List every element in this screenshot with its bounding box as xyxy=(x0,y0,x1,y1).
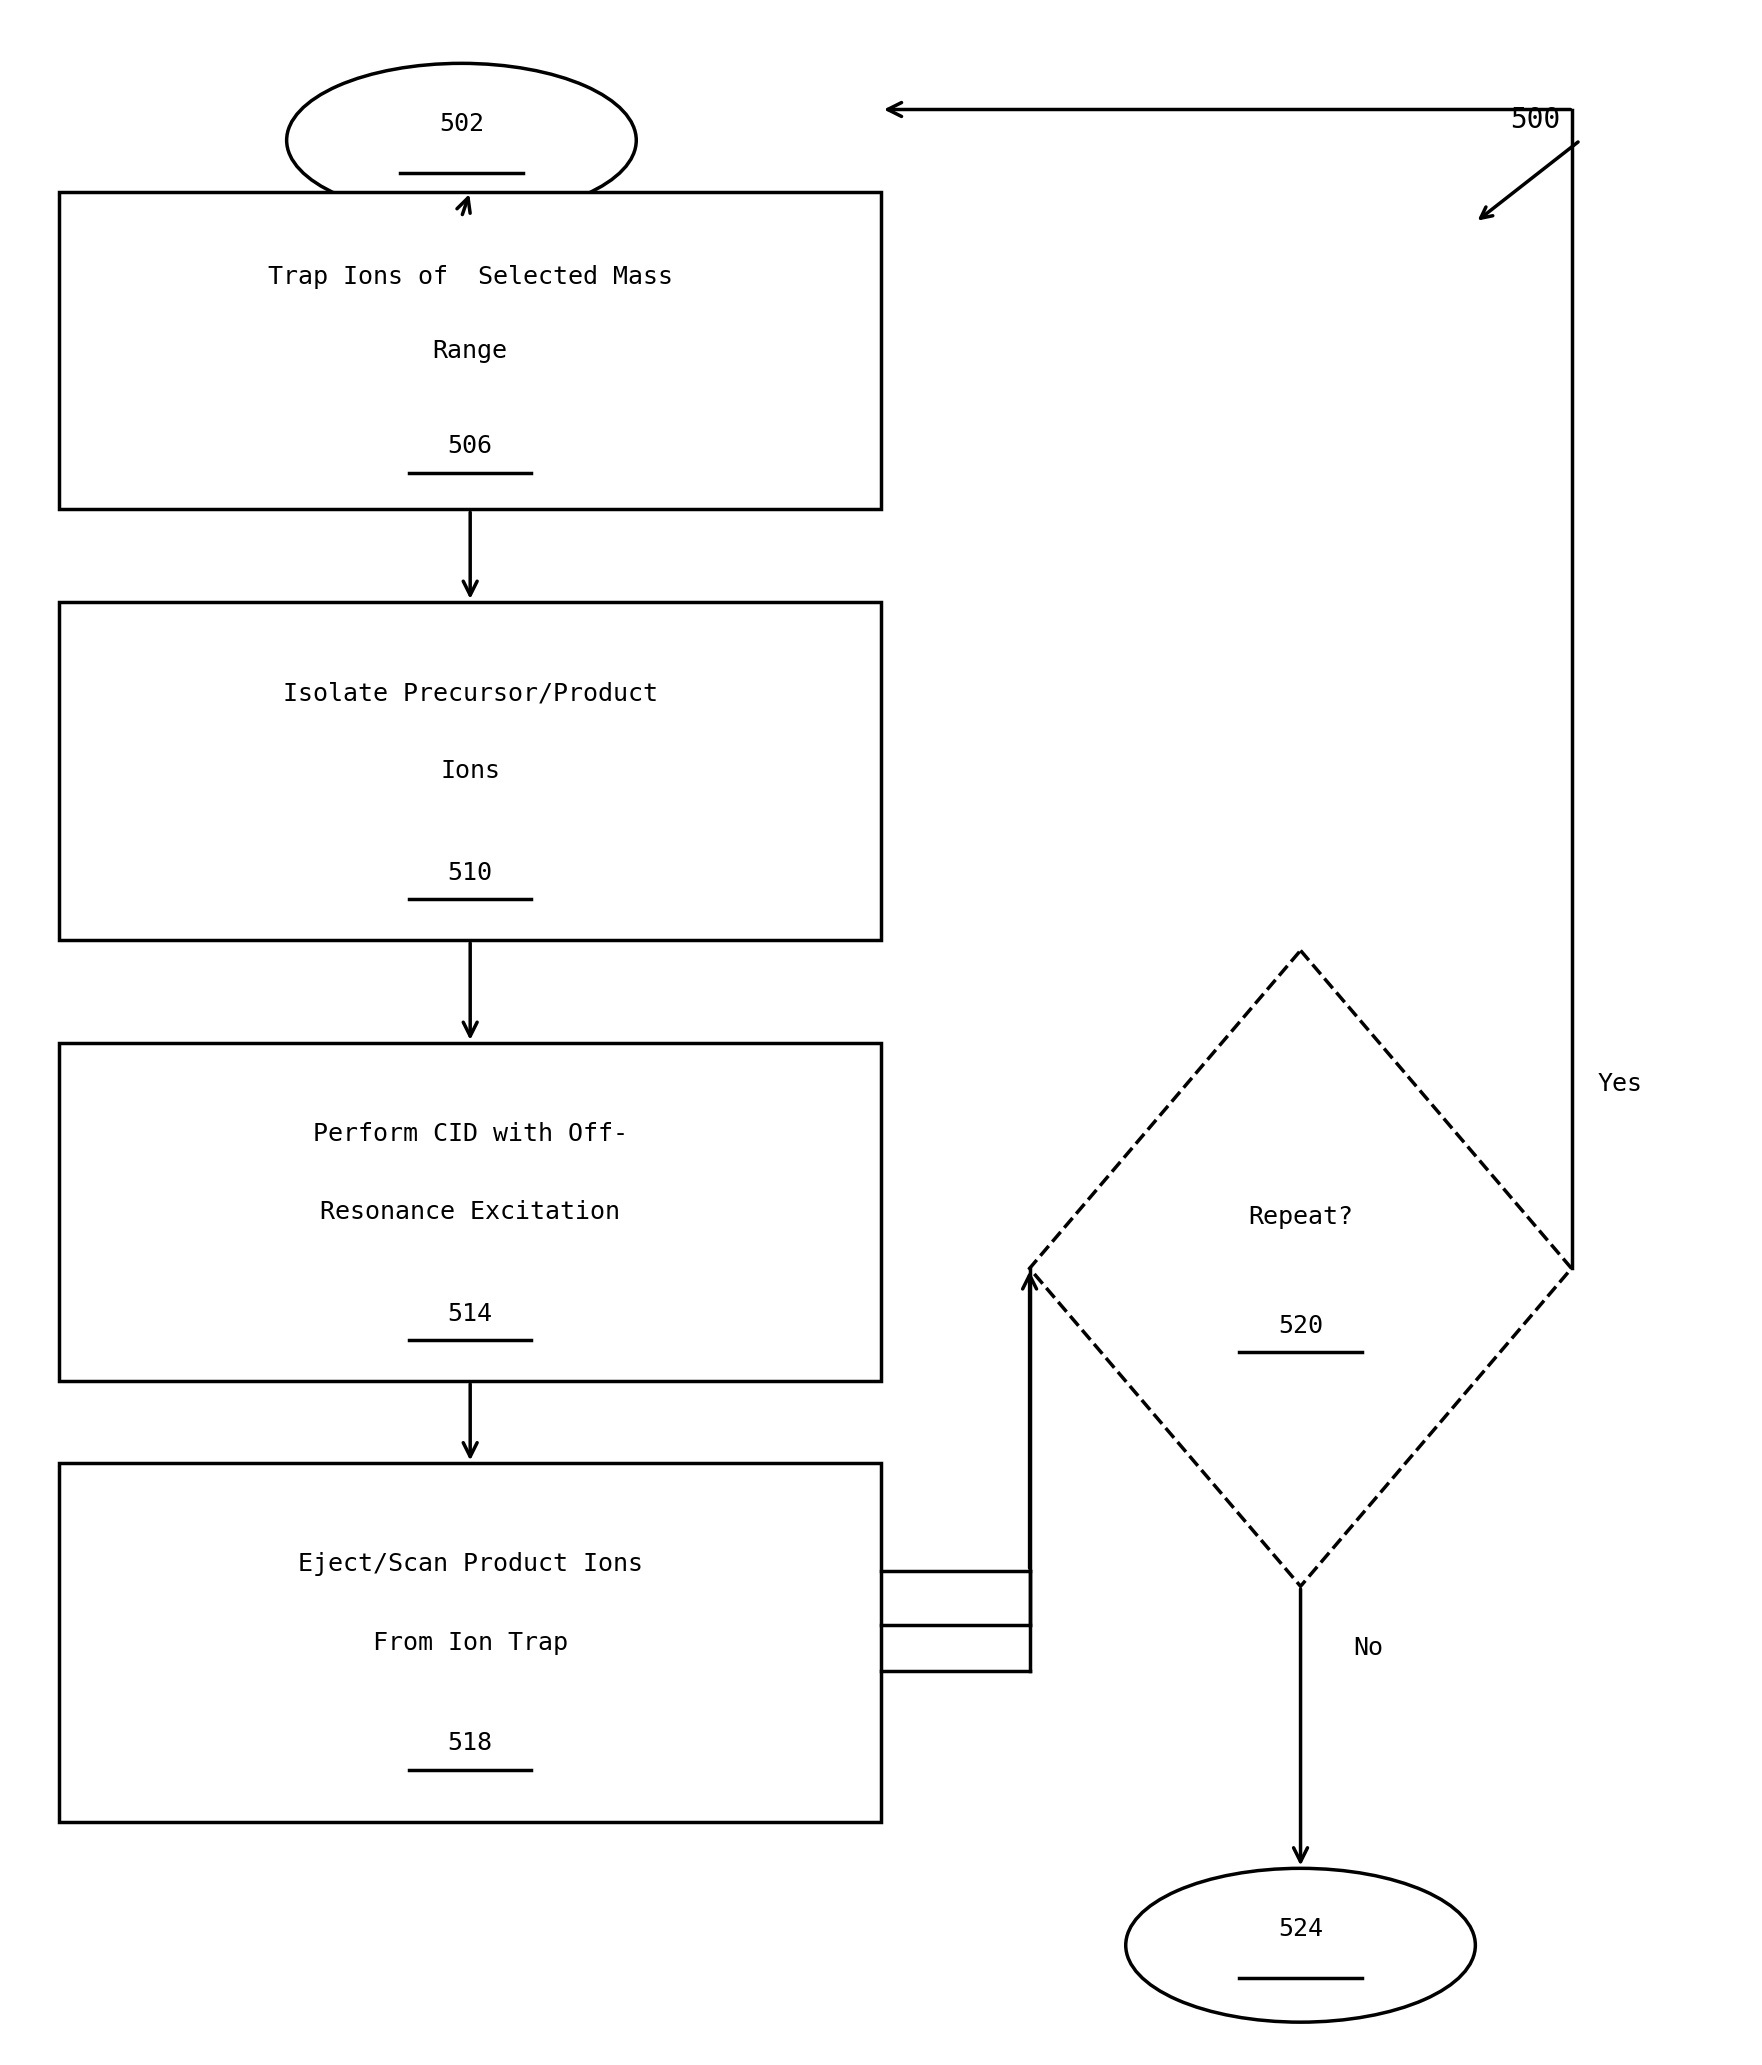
Text: 518: 518 xyxy=(448,1730,493,1755)
Text: Trap Ions of  Selected Mass: Trap Ions of Selected Mass xyxy=(268,266,673,289)
Text: Isolate Precursor/Product: Isolate Precursor/Product xyxy=(282,681,657,704)
Text: 520: 520 xyxy=(1277,1313,1323,1338)
Polygon shape xyxy=(1029,950,1572,1586)
Text: 510: 510 xyxy=(448,861,493,884)
Bar xyxy=(60,1464,881,1821)
Ellipse shape xyxy=(1126,1869,1475,2022)
Text: Resonance Excitation: Resonance Excitation xyxy=(321,1200,620,1225)
Text: Range: Range xyxy=(433,339,507,363)
Bar xyxy=(60,192,881,510)
Text: 500: 500 xyxy=(1510,105,1561,134)
Bar xyxy=(60,601,881,940)
Bar xyxy=(60,1043,881,1381)
Text: 502: 502 xyxy=(439,112,485,136)
Text: 524: 524 xyxy=(1277,1916,1323,1941)
Text: Repeat?: Repeat? xyxy=(1247,1206,1353,1229)
Text: Ions: Ions xyxy=(440,760,500,783)
Ellipse shape xyxy=(287,64,636,217)
Text: From Ion Trap: From Ion Trap xyxy=(374,1631,567,1654)
Text: No: No xyxy=(1353,1635,1383,1660)
Text: 514: 514 xyxy=(448,1301,493,1326)
Text: Yes: Yes xyxy=(1598,1072,1642,1097)
Text: Eject/Scan Product Ions: Eject/Scan Product Ions xyxy=(298,1551,643,1576)
Text: 506: 506 xyxy=(448,434,493,458)
Text: Perform CID with Off-: Perform CID with Off- xyxy=(312,1121,627,1146)
